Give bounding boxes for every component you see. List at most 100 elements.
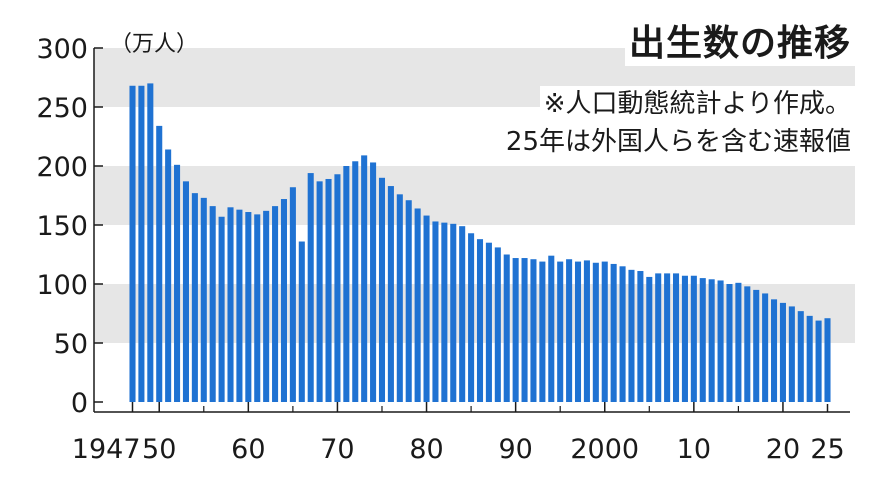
x-tick-label: 20 bbox=[766, 434, 800, 465]
x-tick-label: 50 bbox=[142, 434, 176, 465]
bar bbox=[717, 280, 724, 402]
x-tick-label: 25 bbox=[810, 434, 844, 465]
bar bbox=[476, 239, 484, 402]
bar bbox=[378, 177, 386, 402]
x-axis-ticks: 1947 50 60 70 80 90 2000 10 20 25 bbox=[72, 402, 845, 465]
bar bbox=[806, 315, 813, 402]
bar bbox=[138, 85, 145, 402]
bar bbox=[566, 259, 573, 402]
bar bbox=[494, 247, 501, 402]
x-tick-label: 1947 bbox=[72, 434, 141, 465]
bar bbox=[441, 222, 448, 402]
x-tick-label: 70 bbox=[320, 434, 354, 465]
bar bbox=[432, 221, 439, 402]
bar bbox=[592, 262, 599, 402]
bar bbox=[574, 261, 582, 402]
source-note: ※人口動態統計より作成。 bbox=[539, 86, 855, 122]
bar bbox=[387, 186, 394, 402]
bar bbox=[191, 193, 198, 402]
bar bbox=[289, 187, 296, 402]
bar bbox=[316, 181, 323, 402]
bar bbox=[209, 206, 216, 402]
bar bbox=[503, 254, 510, 402]
bar bbox=[147, 83, 154, 403]
bar bbox=[405, 200, 412, 402]
x-tick-label: 2000 bbox=[570, 434, 639, 465]
bar bbox=[672, 273, 680, 402]
bar bbox=[156, 125, 163, 402]
bar bbox=[744, 286, 751, 402]
bar bbox=[521, 258, 528, 402]
bar bbox=[423, 215, 430, 402]
bar bbox=[753, 289, 760, 402]
x-tick-label: 10 bbox=[677, 434, 711, 465]
bar bbox=[815, 320, 822, 402]
bar bbox=[548, 255, 555, 402]
y-tick-label: 200 bbox=[36, 152, 88, 183]
grid-band bbox=[94, 166, 855, 225]
bar bbox=[129, 85, 136, 402]
x-tick-label: 90 bbox=[498, 434, 532, 465]
bar bbox=[343, 166, 350, 402]
bar bbox=[174, 164, 181, 402]
bar bbox=[690, 275, 697, 402]
bar bbox=[298, 241, 305, 402]
x-tick-label: 80 bbox=[409, 434, 443, 465]
bar bbox=[797, 311, 804, 402]
axes bbox=[93, 48, 850, 413]
bar bbox=[530, 259, 537, 402]
bar bbox=[459, 226, 466, 402]
bar bbox=[762, 293, 769, 402]
bar bbox=[254, 214, 261, 402]
bar bbox=[619, 266, 626, 402]
bar bbox=[646, 276, 653, 402]
bar bbox=[664, 273, 671, 402]
bar bbox=[450, 223, 457, 402]
y-tick-label: 100 bbox=[36, 270, 88, 301]
bar bbox=[699, 278, 706, 402]
bar bbox=[628, 269, 635, 402]
y-tick-label: 50 bbox=[54, 329, 88, 360]
y-tick-label: 150 bbox=[36, 211, 88, 242]
bar bbox=[583, 260, 590, 402]
bar bbox=[272, 206, 279, 402]
bar bbox=[735, 282, 742, 402]
bar bbox=[610, 263, 617, 402]
bar bbox=[280, 199, 288, 402]
bar bbox=[263, 210, 270, 402]
bar bbox=[788, 306, 795, 402]
bar bbox=[370, 162, 377, 402]
bar bbox=[414, 208, 421, 402]
bar bbox=[236, 209, 243, 402]
bar bbox=[352, 161, 359, 402]
bar-series bbox=[129, 83, 831, 403]
bar bbox=[200, 197, 207, 402]
bar bbox=[245, 212, 252, 402]
bar bbox=[307, 173, 314, 402]
x-tick-label: 60 bbox=[231, 434, 265, 465]
bar bbox=[165, 149, 172, 402]
bar bbox=[539, 261, 546, 402]
bar bbox=[218, 216, 225, 402]
bar bbox=[557, 261, 564, 402]
bar bbox=[334, 174, 341, 402]
bar bbox=[485, 242, 492, 402]
bar bbox=[779, 302, 786, 402]
y-tick-label: 0 bbox=[71, 388, 88, 419]
bar bbox=[182, 181, 189, 402]
bar bbox=[325, 178, 332, 402]
bar bbox=[681, 275, 688, 402]
bar bbox=[361, 155, 368, 402]
bar bbox=[708, 279, 715, 402]
bar bbox=[637, 271, 644, 402]
chart-title: 出生数の推移 bbox=[624, 22, 855, 66]
bar bbox=[468, 233, 475, 402]
unit-label: （万人） bbox=[110, 32, 198, 57]
bar bbox=[726, 284, 733, 402]
y-axis-ticks: 0 50 100 150 200 250 300 bbox=[36, 34, 103, 419]
bar bbox=[512, 258, 519, 402]
bar bbox=[601, 261, 608, 402]
bar bbox=[227, 207, 234, 402]
preliminary-note: 25年は外国人らを含む速報値 bbox=[501, 124, 855, 160]
